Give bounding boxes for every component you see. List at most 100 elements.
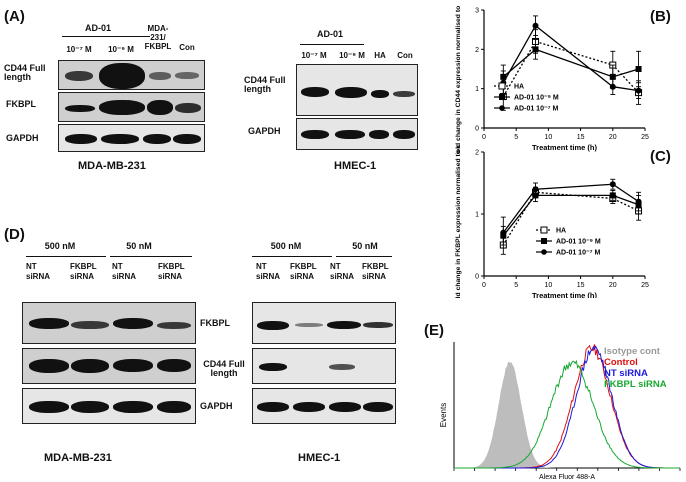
x-tick-label: 20 xyxy=(609,282,617,289)
band xyxy=(29,318,69,329)
legend-label: HA xyxy=(514,84,524,91)
row-label: GAPDH xyxy=(248,126,281,136)
blot-strip-cd44 xyxy=(296,64,418,116)
data-point xyxy=(532,22,539,29)
band xyxy=(329,402,361,412)
x-axis-label: Treatment time (h) xyxy=(532,143,598,152)
lane-label: 10⁻⁹ M xyxy=(339,51,365,60)
lane-label: 10⁻⁹ M xyxy=(108,45,134,54)
conc-label: 50 nM xyxy=(126,241,152,251)
conc-label: 500 nM xyxy=(270,241,302,251)
blot-caption: HMEC-1 xyxy=(334,160,377,172)
y-tick-label: 0 xyxy=(475,126,479,133)
blot-strip-cd44 xyxy=(58,60,205,90)
group-label-ad01: AD-01 xyxy=(84,23,111,33)
band xyxy=(363,322,393,328)
data-point xyxy=(635,87,642,94)
legend-marker xyxy=(499,94,505,100)
band xyxy=(301,87,329,97)
band xyxy=(113,359,153,372)
series-line xyxy=(502,194,639,237)
lane-label: NT siRNA xyxy=(330,262,355,281)
x-tick-label: 15 xyxy=(577,282,585,289)
band xyxy=(71,321,109,329)
band xyxy=(29,401,69,413)
panel-label-d: (D) xyxy=(4,226,25,243)
band xyxy=(363,402,393,412)
data-point xyxy=(532,186,539,193)
series-line xyxy=(502,48,639,78)
legend-label: NT siRNA xyxy=(604,368,648,379)
conc-underline xyxy=(252,256,332,258)
blot-strip-gapdh xyxy=(252,388,396,424)
y-tick-label: 1 xyxy=(475,86,479,93)
y-tick-label: 2 xyxy=(475,47,479,54)
band xyxy=(71,401,109,413)
band xyxy=(113,401,153,413)
blot-strip-gapdh xyxy=(296,118,418,150)
isotype-histogram xyxy=(454,361,680,468)
band xyxy=(65,71,93,81)
data-point xyxy=(635,66,642,72)
legend-marker xyxy=(540,226,548,234)
blot-strip-fkbpl xyxy=(252,302,396,344)
band xyxy=(173,134,201,144)
lane-label: MDA-231/ FKBPL xyxy=(144,24,172,52)
y-axis-label: Fold change in CD44 expression normalise… xyxy=(455,4,462,154)
conc-underline xyxy=(26,256,106,258)
x-tick-label: 0 xyxy=(482,282,486,289)
data-point xyxy=(609,192,616,199)
band xyxy=(143,134,171,144)
x-tick-label: 10 xyxy=(545,282,553,289)
y-tick-label: 2 xyxy=(475,150,479,157)
legend-marker xyxy=(499,105,505,111)
row-label: CD44 Full length xyxy=(4,63,46,83)
y-axis-label: Events xyxy=(439,403,448,427)
y-tick-label: 1 xyxy=(475,212,479,219)
y-tick-label: 3 xyxy=(475,8,479,15)
data-point xyxy=(609,73,616,80)
band xyxy=(175,72,199,79)
band xyxy=(71,359,109,373)
row-label: GAPDH xyxy=(6,133,39,143)
conc-label: 50 nM xyxy=(352,241,378,251)
band xyxy=(147,100,173,115)
legend-label: AD-01 10⁻⁹ M xyxy=(514,95,559,102)
x-axis-label: Treatment time (h) xyxy=(532,291,598,298)
legend-label: Isotype cont xyxy=(604,346,661,357)
band xyxy=(149,72,171,80)
legend-label: HA xyxy=(556,228,566,235)
x-tick-label: 15 xyxy=(577,134,585,141)
lane-label: FKBPL siRNA xyxy=(158,262,185,281)
blot-strip-cd44 xyxy=(252,348,396,384)
band xyxy=(157,322,191,329)
band xyxy=(257,402,289,412)
band xyxy=(335,87,367,98)
x-tick-label: 5 xyxy=(514,134,518,141)
band xyxy=(257,321,289,330)
band xyxy=(157,401,191,413)
group-underline xyxy=(62,36,150,38)
blot-strip-fkbpl xyxy=(58,92,205,122)
band xyxy=(327,321,361,329)
row-label: FKBPL xyxy=(200,318,230,328)
band xyxy=(99,100,145,115)
lane-label: NT siRNA xyxy=(112,262,137,281)
blot-strip-fkbpl xyxy=(22,302,196,344)
legend-marker xyxy=(541,238,547,244)
panel-label-c: (C) xyxy=(650,148,671,165)
series-histogram xyxy=(453,359,680,469)
panel-label-a: (A) xyxy=(4,8,25,25)
data-point xyxy=(609,181,616,188)
band xyxy=(393,130,415,139)
series-line xyxy=(502,24,639,92)
legend-marker xyxy=(498,82,506,90)
lane-label: Con xyxy=(397,51,413,60)
blot-strip-cd44 xyxy=(22,348,196,384)
y-axis-label: Fold change in FKBPL expression normalis… xyxy=(455,146,462,298)
lane-label: 10⁻⁷ M xyxy=(66,45,92,54)
row-label: GAPDH xyxy=(200,401,233,411)
x-tick-label: 0 xyxy=(482,134,486,141)
lane-label: HA xyxy=(374,51,386,60)
conc-underline xyxy=(336,256,392,258)
